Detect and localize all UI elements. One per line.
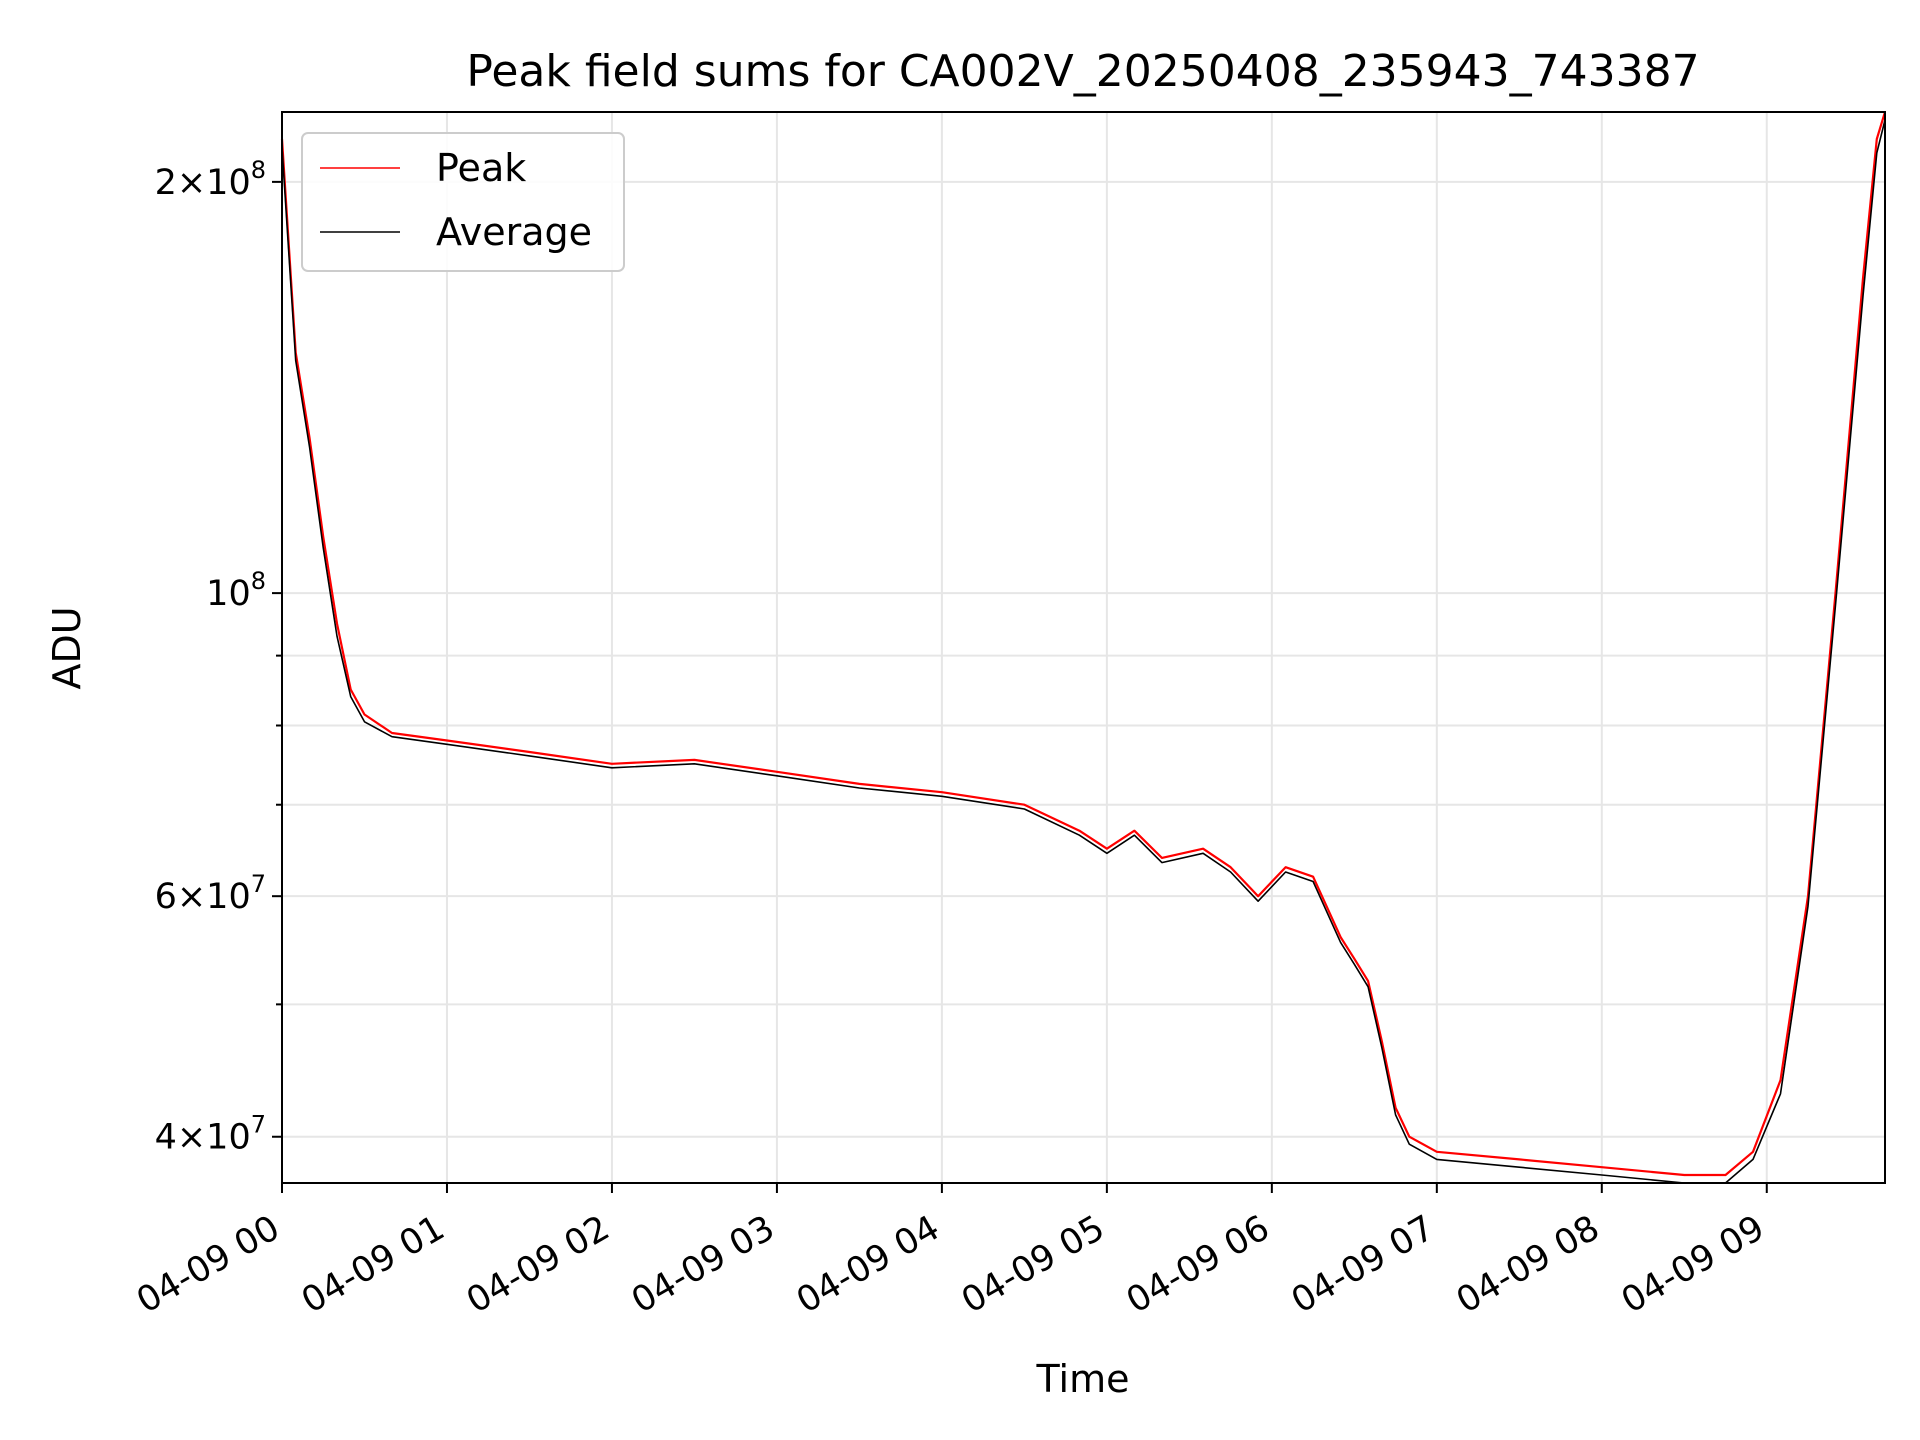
x-tick-label: 04-09 02 bbox=[460, 1208, 616, 1321]
legend-label-peak: Peak bbox=[436, 146, 526, 190]
x-tick-label: 04-09 08 bbox=[1450, 1208, 1606, 1321]
series-group bbox=[280, 111, 1887, 1184]
plot-frame bbox=[281, 111, 1886, 1184]
x-tick-label: 04-09 07 bbox=[1285, 1208, 1441, 1321]
series-line-peak bbox=[280, 111, 1887, 1177]
x-tick-label: 04-09 04 bbox=[790, 1208, 946, 1321]
x-tick-label: 04-09 03 bbox=[625, 1208, 781, 1321]
x-axis-label: Time bbox=[1036, 1357, 1130, 1401]
x-tick-label: 04-09 06 bbox=[1120, 1208, 1276, 1321]
x-tick-label: 04-09 01 bbox=[295, 1208, 451, 1321]
y-tick-label: 108 bbox=[206, 567, 266, 614]
legend: Peak Average bbox=[301, 132, 625, 272]
axes-ticks: 04-09 00 04-09 01 04-09 02 04-09 03 04-09 04… bbox=[130, 156, 1771, 1322]
x-tick-label: 04-09 00 bbox=[130, 1208, 286, 1321]
y-tick-label: 6×107 bbox=[155, 870, 266, 917]
legend-label-average: Average bbox=[436, 210, 592, 254]
y-axis-label: ADU bbox=[45, 606, 89, 689]
chart-title: Peak field sums for CA002V_20250408_2359… bbox=[466, 46, 1699, 97]
y-tick-label: 2×108 bbox=[155, 156, 266, 203]
x-tick-label: 04-09 09 bbox=[1615, 1208, 1771, 1321]
grid bbox=[281, 112, 1885, 1183]
y-tick-label: 4×107 bbox=[155, 1111, 266, 1158]
x-tick-label: 04-09 05 bbox=[955, 1208, 1111, 1321]
series-line-average bbox=[281, 119, 1886, 1184]
